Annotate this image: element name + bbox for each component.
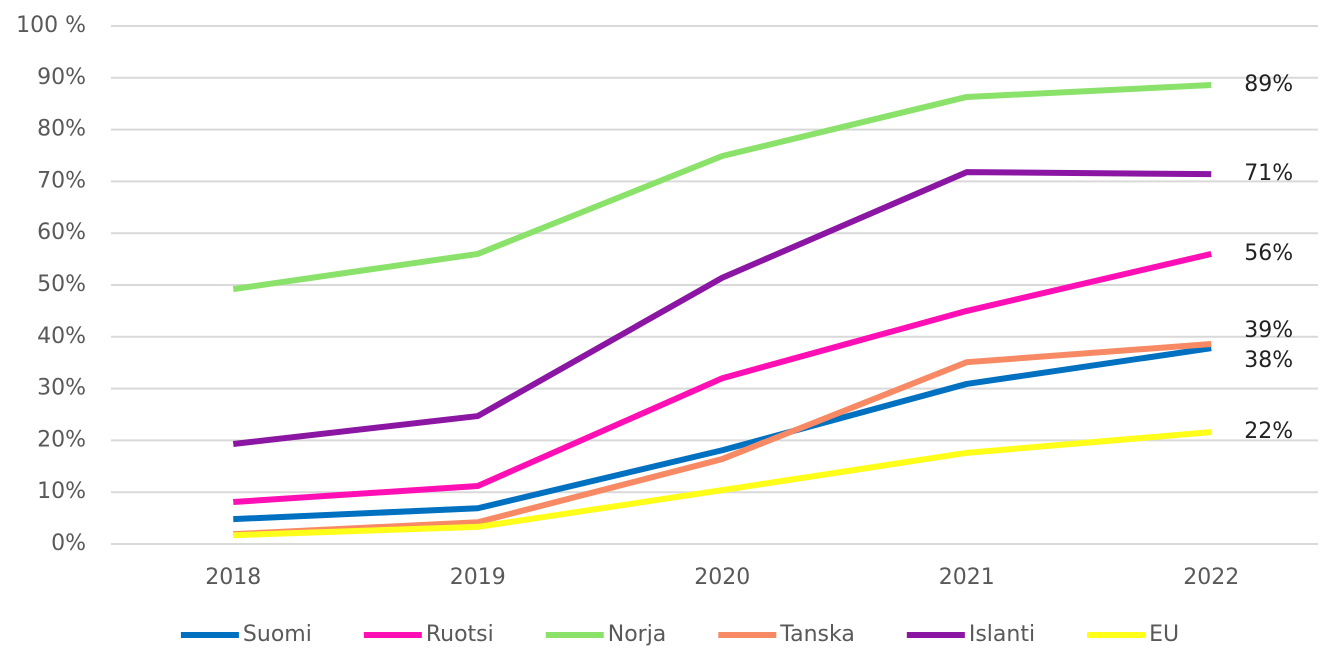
data-label: 38% [1244, 348, 1293, 373]
y-tick-label: 70% [37, 168, 86, 193]
series-line [233, 250, 1212, 506]
x-tick-label: 2018 [205, 565, 261, 590]
legend-label: EU [1149, 622, 1179, 647]
data-label: 71% [1244, 161, 1293, 186]
legend-label: Islanti [969, 622, 1035, 647]
y-tick-label: 20% [37, 427, 86, 452]
y-tick-label: 0% [51, 531, 86, 556]
data-label: 39% [1244, 318, 1293, 343]
x-tick-label: 2020 [694, 565, 750, 590]
data-label: 89% [1244, 72, 1293, 97]
x-tick-label: 2021 [939, 565, 995, 590]
series-line [233, 429, 1212, 539]
legend-label: Suomi [243, 622, 312, 647]
legend-label: Norja [608, 622, 667, 647]
y-tick-label: 50% [37, 272, 86, 297]
y-tick-label: 90% [37, 65, 86, 90]
series-line [233, 341, 1212, 538]
legend-label: Tanska [779, 622, 855, 647]
y-tick-label: 100 % [16, 13, 86, 38]
y-tick-label: 40% [37, 324, 86, 349]
series-line [233, 345, 1212, 523]
y-tick-label: 30% [37, 376, 86, 401]
x-tick-label: 2019 [450, 565, 506, 590]
data-label: 22% [1244, 419, 1293, 444]
data-label: 56% [1244, 241, 1293, 266]
series-line [232, 169, 1212, 448]
legend-label: Ruotsi [426, 622, 494, 647]
y-tick-label: 10% [37, 479, 86, 504]
y-tick-label: 80% [37, 117, 86, 142]
series-line [232, 82, 1212, 293]
x-tick-label: 2022 [1183, 565, 1239, 590]
y-tick-label: 60% [37, 220, 86, 245]
